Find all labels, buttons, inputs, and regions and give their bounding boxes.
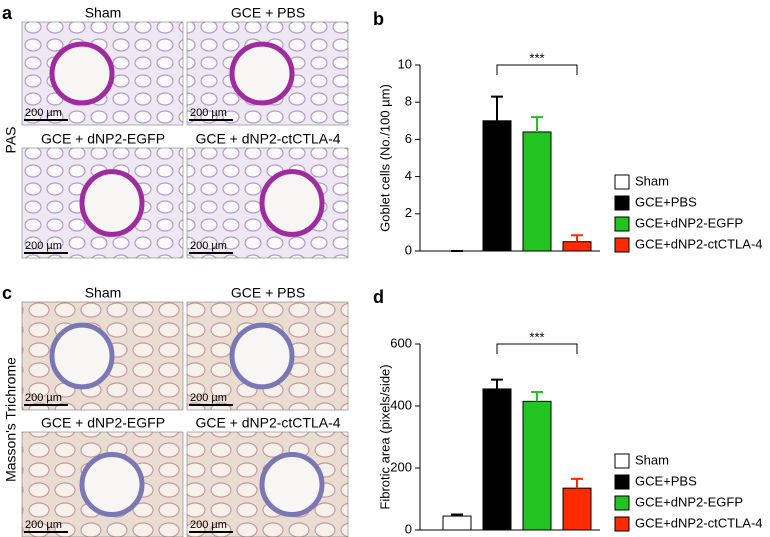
scale-bar-label: 200 µm: [25, 392, 62, 404]
legend-label: Sham: [635, 173, 669, 188]
significance-label: ***: [529, 329, 544, 344]
scale-bar-label: 200 µm: [190, 392, 227, 404]
scale-bar-label: 200 µm: [25, 107, 62, 119]
legend-label: GCE+dNP2-ctCTLA-4: [635, 515, 763, 530]
error-bar: [571, 234, 583, 242]
y-axis-label: Goblet cells (No./100 µm): [377, 84, 392, 232]
legend-label: GCE+PBS: [635, 473, 697, 488]
stain-label: Masson's Trichrome: [3, 357, 19, 482]
legend-label: Sham: [635, 452, 669, 467]
micrograph-panels: a PAS Sham 200 µm GCE + PBS 200 µm GCE + dNP2-…: [2, 3, 349, 537]
airway: [229, 41, 295, 106]
image-title: GCE + dNP2-ctCTLA-4: [195, 131, 340, 147]
significance-label: ***: [529, 50, 544, 65]
error-bar: [451, 513, 463, 517]
image-title: GCE + dNP2-EGFP: [41, 131, 165, 147]
airway: [49, 322, 115, 390]
image-title: Sham: [85, 285, 122, 301]
y-tick-label: 4: [405, 168, 412, 183]
legend-label: GCE+dNP2-EGFP: [635, 215, 743, 230]
bar: [522, 400, 552, 531]
legend-label: GCE+PBS: [635, 194, 697, 209]
bar: [482, 120, 512, 252]
panel-label: c: [2, 283, 12, 303]
scale-bar-label: 200 µm: [25, 240, 62, 252]
legend-swatch: [614, 516, 630, 532]
legend-swatch: [614, 195, 630, 211]
y-axis-label: Fibrotic area (pixels/side): [377, 364, 392, 509]
error-bar: [531, 391, 543, 402]
y-tick-label: 0: [405, 521, 412, 536]
legend-swatch: [614, 216, 630, 232]
airway: [229, 322, 295, 390]
significance-bracket: [496, 343, 578, 354]
y-tick-label: 200: [390, 459, 412, 474]
airway: [49, 41, 115, 106]
airway: [259, 452, 325, 517]
bar: [562, 241, 592, 252]
airway: [79, 452, 145, 517]
legend-label: GCE+dNP2-EGFP: [635, 494, 743, 509]
legend-swatch: [614, 495, 630, 511]
error-bar: [571, 477, 583, 489]
significance-bracket: [496, 64, 578, 75]
y-tick-label: 10: [398, 56, 412, 71]
airway: [79, 169, 145, 237]
image-title: GCE + PBS: [231, 285, 305, 301]
y-tick-label: 0: [405, 242, 412, 257]
legend-label: GCE+dNP2-ctCTLA-4: [635, 236, 763, 251]
y-tick-label: 2: [405, 205, 412, 220]
panel-label: d: [373, 287, 384, 307]
legend-swatch: [614, 474, 630, 490]
image-title: Sham: [85, 5, 122, 21]
y-tick-label: 600: [390, 335, 412, 350]
y-tick-label: 400: [390, 397, 412, 412]
bar: [522, 131, 552, 252]
panel-label: b: [373, 9, 384, 29]
legend-swatch: [614, 237, 630, 253]
y-tick-label: 6: [405, 131, 412, 146]
panel-label: a: [2, 3, 13, 23]
scale-bar-label: 200 µm: [25, 519, 62, 531]
stain-label: PAS: [3, 127, 19, 154]
scale-bar-label: 200 µm: [190, 240, 227, 252]
error-bar: [491, 378, 503, 389]
image-title: GCE + PBS: [231, 5, 305, 21]
bar-charts: b Goblet cells (No./100 µm) 0 2 4 6 8 10 *** Sham…: [373, 9, 763, 537]
legend-swatch: [614, 174, 630, 190]
scale-bar-label: 200 µm: [190, 519, 227, 531]
image-title: GCE + dNP2-ctCTLA-4: [195, 415, 340, 431]
y-tick-label: 8: [405, 94, 412, 109]
airway: [259, 169, 325, 237]
scale-bar-label: 200 µm: [190, 107, 227, 119]
bar: [482, 388, 512, 531]
image-title: GCE + dNP2-EGFP: [41, 415, 165, 431]
error-bar: [491, 95, 503, 121]
bar: [562, 487, 592, 531]
bar: [442, 515, 472, 531]
legend-swatch: [614, 453, 630, 469]
error-bar: [531, 116, 543, 132]
